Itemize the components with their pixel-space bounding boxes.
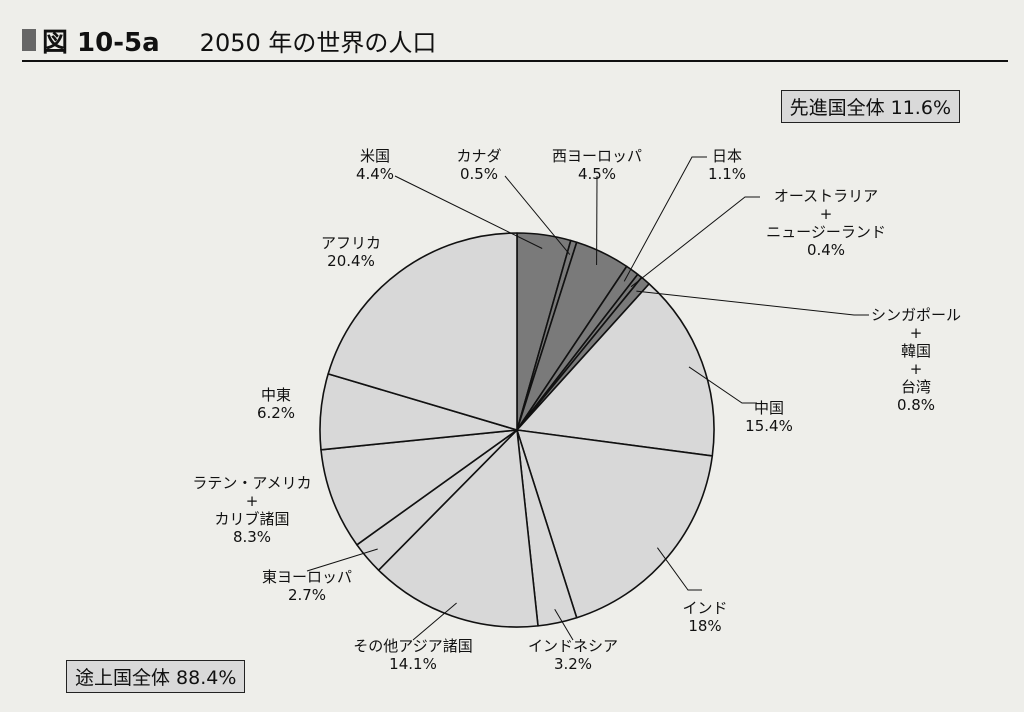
- label-sg-kr-tw-line-3: +: [910, 360, 923, 378]
- label-west-europe: 西ヨーロッパ 4.5%: [552, 147, 642, 183]
- label-east-europe-line-0: 東ヨーロッパ: [262, 568, 352, 586]
- leader-us: [394, 175, 543, 249]
- label-aus-nz-line-0: オーストラリア: [774, 187, 878, 205]
- leader-other-asia: [412, 602, 457, 641]
- label-latam-line-0: ラテン・アメリカ: [192, 474, 311, 492]
- label-africa-line-1: 20.4%: [327, 252, 375, 270]
- label-africa-line-0: アフリカ: [321, 234, 381, 252]
- label-other-asia: その他アジア諸国 14.1%: [353, 637, 472, 673]
- label-sg-kr-tw-line-4: 台湾: [901, 378, 931, 396]
- label-india-line-1: 18%: [688, 617, 721, 635]
- pie-slice-6: [516, 283, 715, 457]
- label-middle-east: 中東 6.2%: [257, 386, 295, 422]
- label-east-europe: 東ヨーロッパ 2.7%: [262, 568, 352, 604]
- label-japan-line-0: 日本: [712, 147, 742, 165]
- label-canada-line-1: 0.5%: [460, 165, 498, 183]
- label-china-line-0: 中国: [754, 399, 784, 417]
- label-middle-east-line-0: 中東: [261, 386, 291, 404]
- label-aus-nz-line-3: 0.4%: [807, 241, 845, 259]
- label-china-line-1: 15.4%: [745, 417, 793, 435]
- pie-slice-13: [327, 232, 518, 431]
- label-us: 米国 4.4%: [356, 147, 394, 183]
- figure-title: 2050 年の世界の人口: [199, 28, 437, 57]
- label-sg-kr-tw: シンガポール+韓国+台湾 0.8%: [871, 306, 961, 414]
- label-latam-line-3: 8.3%: [233, 528, 271, 546]
- label-indonesia-line-1: 3.2%: [554, 655, 592, 673]
- label-west-europe-line-0: 西ヨーロッパ: [552, 147, 642, 165]
- pie-slice-11: [320, 429, 518, 546]
- pie-slice-9: [377, 429, 539, 628]
- leader-lines: [306, 156, 869, 641]
- label-japan: 日本 1.1%: [708, 147, 746, 183]
- label-sg-kr-tw-line-0: シンガポール: [871, 306, 961, 324]
- label-other-asia-line-0: その他アジア諸国: [353, 637, 472, 655]
- label-indonesia-line-0: インドネシア: [528, 637, 618, 655]
- label-us-line-0: 米国: [360, 147, 390, 165]
- label-middle-east-line-1: 6.2%: [257, 404, 295, 422]
- leader-indonesia: [554, 609, 574, 641]
- developed-total-box: 先進国全体 11.6%: [780, 90, 960, 123]
- label-sg-kr-tw-line-5: 0.8%: [897, 396, 935, 414]
- label-aus-nz: オーストラリア+ニュージーランド 0.4%: [766, 187, 886, 259]
- label-sg-kr-tw-line-1: +: [910, 324, 923, 342]
- label-sg-kr-tw-line-2: 韓国: [901, 342, 931, 360]
- label-latam-line-2: カリブ諸国: [214, 510, 289, 528]
- label-west-europe-line-1: 4.5%: [578, 165, 616, 183]
- label-canada-line-0: カナダ: [456, 147, 501, 165]
- label-aus-nz-line-1: +: [820, 205, 833, 223]
- developing-total-box: 途上国全体 88.4%: [66, 660, 246, 693]
- label-africa: アフリカ 20.4%: [321, 234, 381, 270]
- label-indonesia: インドネシア 3.2%: [528, 637, 618, 673]
- figure-marker-square: [22, 29, 36, 51]
- leader-east-europe: [306, 548, 378, 572]
- label-canada: カナダ 0.5%: [456, 147, 501, 183]
- label-china: 中国 15.4%: [745, 399, 793, 435]
- leader-china: [688, 366, 757, 404]
- leader-sg-kr-tw: [636, 290, 869, 316]
- header-rule: [22, 60, 1008, 62]
- pie-slice-7: [516, 429, 714, 619]
- label-japan-line-1: 1.1%: [708, 165, 746, 183]
- leader-india: [656, 547, 702, 591]
- label-east-europe-line-1: 2.7%: [288, 586, 326, 604]
- leader-japan: [623, 156, 707, 282]
- label-aus-nz-line-2: ニュージーランド: [766, 223, 886, 241]
- label-latam: ラテン・アメリカ+カリブ諸国 8.3%: [192, 474, 311, 546]
- leader-aus-nz: [630, 196, 760, 288]
- label-latam-line-1: +: [246, 492, 259, 510]
- label-india: インド 18%: [682, 599, 727, 635]
- slice-labels: 米国 4.4%カナダ 0.5%西ヨーロッパ 4.5%日本 1.1%オーストラリア+ニュー…: [192, 147, 961, 673]
- figure-header: 図 10-5a 2050 年の世界の人口: [22, 22, 1008, 58]
- figure-number: 図 10-5a: [42, 27, 160, 58]
- label-other-asia-line-1: 14.1%: [389, 655, 437, 673]
- label-india-line-0: インド: [682, 599, 727, 617]
- leader-canada: [504, 175, 571, 255]
- pie-slices: [319, 232, 715, 628]
- label-us-line-1: 4.4%: [356, 165, 394, 183]
